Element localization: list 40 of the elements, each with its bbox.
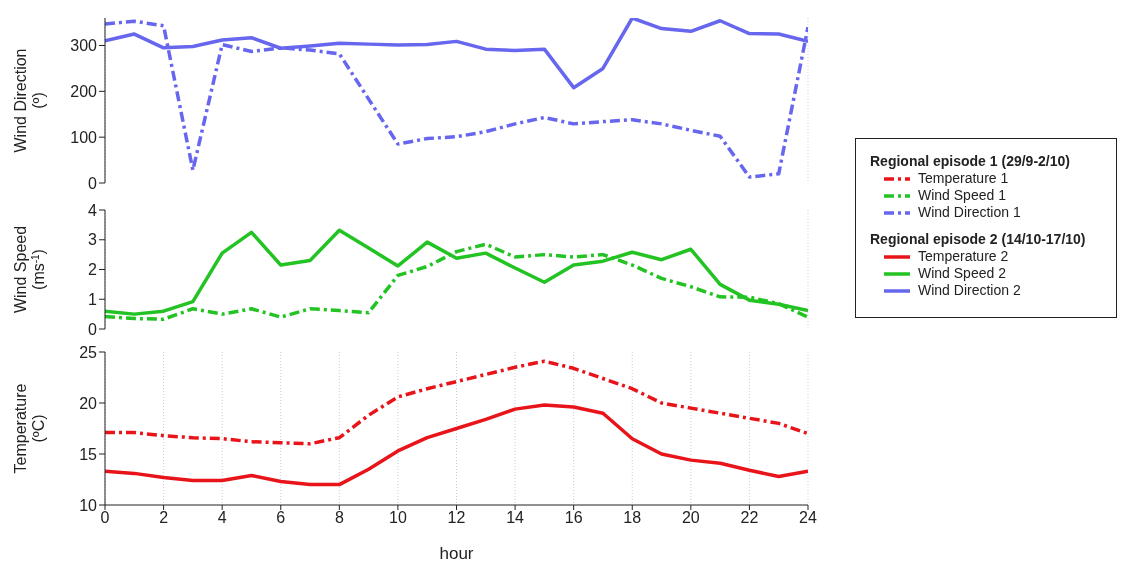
legend-label: Temperature 2 [918,248,1009,265]
y-tick-label: 2 [88,261,98,279]
y-tick-label: 20 [79,394,98,412]
x-tick-label: 4 [217,509,227,527]
x-tick-label: 8 [334,509,344,527]
y-tick-label: 200 [70,83,98,101]
y-tick-label: 1 [88,290,98,308]
y-tick-label: 25 [79,343,98,361]
legend-label: Temperature 1 [918,170,1009,187]
x-tick-label: 14 [506,509,525,527]
x-tick-label: 24 [799,509,817,527]
y-tick-label: 100 [70,128,98,146]
line-series [105,359,808,446]
y-tick-label: 0 [88,320,98,338]
y-tick-label: 3 [88,231,98,249]
legend-label: Wind Direction 1 [918,204,1021,221]
y-tick-label: 0 [88,174,98,192]
x-axis-title: hour [439,544,474,563]
line-series [105,19,808,179]
x-tick-label: 22 [740,509,759,527]
legend-label: Wind Direction 2 [918,282,1021,299]
x-tick-label: 0 [100,509,110,527]
y-tick-label: 300 [70,37,98,55]
y-tick-label: 4 [88,201,98,219]
legend-label: Wind Speed 2 [918,265,1006,282]
x-tick-label: 12 [447,509,466,527]
y-tick-label: 10 [79,496,98,514]
legend-label: Wind Speed 1 [918,187,1006,204]
line-series [105,403,808,487]
y-axis-title: Temperature (ºC) [12,383,47,474]
y-axis-title: Wind Direction (º) [12,48,47,153]
x-tick-label: 6 [276,509,286,527]
legend-title: Regional episode 1 (29/9-2/10) [870,153,1071,170]
x-tick-label: 2 [159,509,169,527]
y-tick-label: 15 [79,445,98,463]
x-tick-label: 10 [389,509,407,527]
legend-title: Regional episode 2 (14/10-17/10) [870,231,1087,248]
x-tick-label: 20 [681,509,700,527]
x-tick-label: 16 [564,509,583,527]
x-tick-label: 18 [623,509,642,527]
